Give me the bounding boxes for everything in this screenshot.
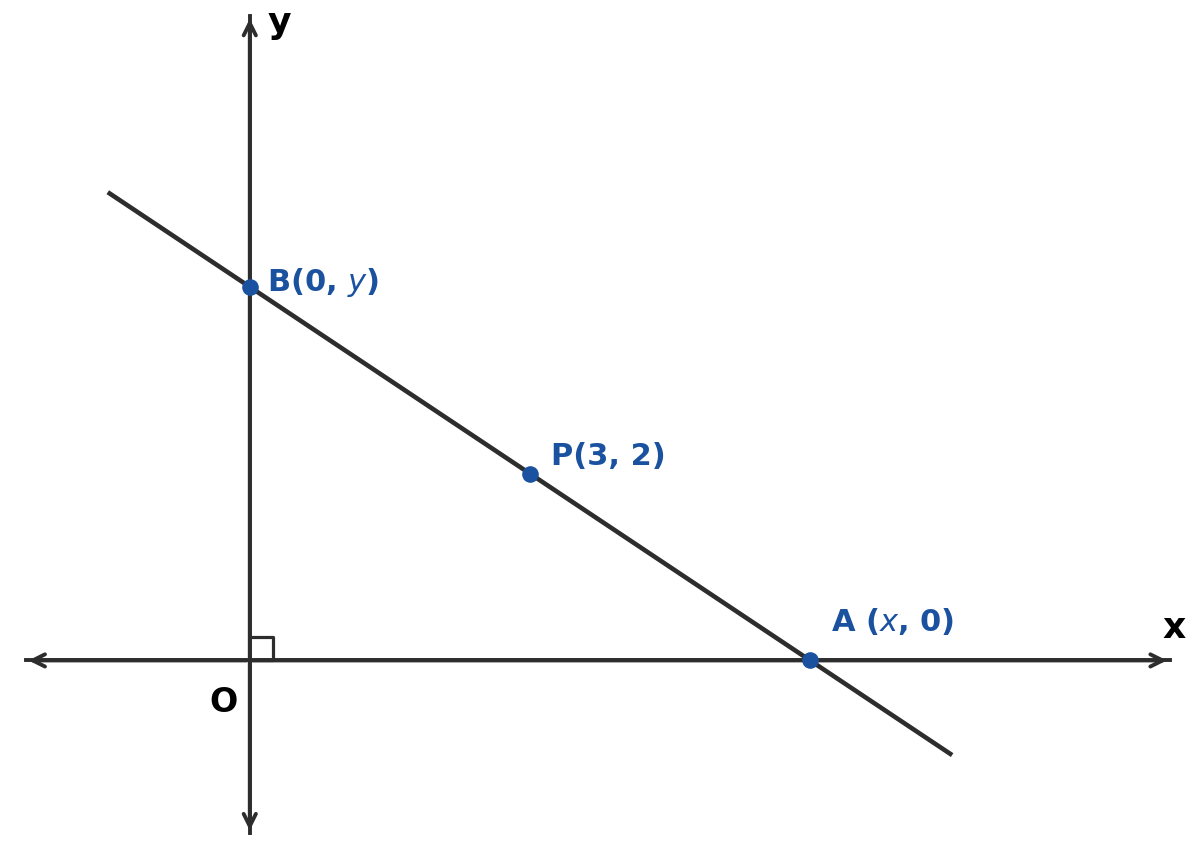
Text: A ($x$, 0): A ($x$, 0) [830, 606, 954, 637]
Text: P(3, 2): P(3, 2) [551, 442, 665, 472]
Text: x: x [1163, 611, 1186, 645]
Point [800, 654, 820, 667]
Text: B(0, $y$): B(0, $y$) [266, 266, 379, 298]
Point [240, 280, 259, 293]
Point [521, 467, 540, 480]
Text: y: y [268, 7, 292, 41]
Text: O: O [210, 686, 238, 719]
